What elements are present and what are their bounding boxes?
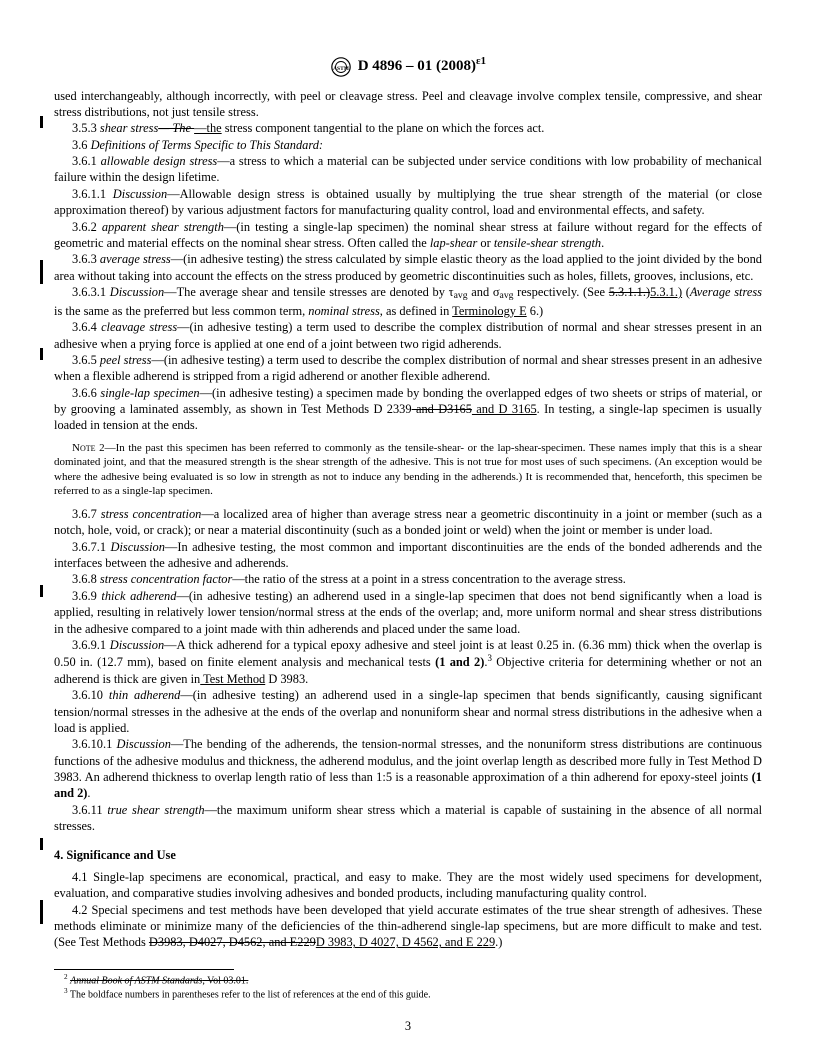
paragraph: 3.6.3.1 Discussion—The average shear and… xyxy=(54,284,762,319)
svg-text:ASTM: ASTM xyxy=(333,65,350,71)
paragraph: 3.6.5 peel stress—(in adhesive testing) … xyxy=(54,352,762,385)
note: Note 2—In the past this specimen has bee… xyxy=(54,441,762,499)
change-bar xyxy=(40,116,43,128)
header-superscript: ε1 xyxy=(476,55,486,67)
change-bar xyxy=(40,585,43,597)
paragraph: 3.6.2 apparent shear strength—(in testin… xyxy=(54,219,762,252)
footnote: 3 The boldface numbers in parentheses re… xyxy=(54,987,754,1002)
paragraph: 3.6.10.1 Discussion—The bending of the a… xyxy=(54,736,762,802)
footnote: 2 Annual Book of ASTM Standards, Vol 03.… xyxy=(54,973,754,988)
paragraph: 3.6.11 true shear strength—the maximum u… xyxy=(54,802,762,835)
paragraph: 4.2 Special specimens and test methods h… xyxy=(54,902,762,951)
paragraph: 3.6.7.1 Discussion—In adhesive testing, … xyxy=(54,539,762,572)
paragraph: used interchangeably, although incorrect… xyxy=(54,88,762,121)
section-heading: 4. Significance and Use xyxy=(54,847,762,863)
page-number: 3 xyxy=(0,1018,816,1034)
body-text: used interchangeably, although incorrect… xyxy=(54,88,762,951)
document-header: ASTM D 4896 – 01 (2008)ε1 xyxy=(54,54,762,78)
paragraph: 3.6.7 stress concentration—a localized a… xyxy=(54,506,762,539)
paragraph: 3.6 Definitions of Terms Specific to Thi… xyxy=(54,137,762,153)
paragraph: 4.1 Single-lap specimens are economical,… xyxy=(54,869,762,902)
paragraph: 3.6.9.1 Discussion—A thick adherend for … xyxy=(54,637,762,687)
paragraph: 3.6.1.1 Discussion—Allowable design stre… xyxy=(54,186,762,219)
paragraph: 3.6.3 average stress—(in adhesive testin… xyxy=(54,251,762,284)
paragraph: 3.6.8 stress concentration factor—the ra… xyxy=(54,571,762,587)
change-bar xyxy=(40,838,43,850)
change-bar xyxy=(40,900,43,924)
paragraph: 3.6.6 single-lap specimen—(in adhesive t… xyxy=(54,385,762,434)
paragraph: 3.6.4 cleavage stress—(in adhesive testi… xyxy=(54,319,762,352)
astm-logo-icon: ASTM xyxy=(330,56,352,78)
designation: D 4896 – 01 (2008) xyxy=(358,58,476,74)
change-bar xyxy=(40,348,43,360)
footnotes: 2 Annual Book of ASTM Standards, Vol 03.… xyxy=(54,969,234,1002)
paragraph: 3.6.9 thick adherend—(in adhesive testin… xyxy=(54,588,762,637)
paragraph: 3.5.3 shear stress— The —the stress comp… xyxy=(54,120,762,136)
change-bar xyxy=(40,260,43,284)
paragraph: 3.6.10 thin adherend—(in adhesive testin… xyxy=(54,687,762,736)
paragraph: 3.6.1 allowable design stress—a stress t… xyxy=(54,153,762,186)
